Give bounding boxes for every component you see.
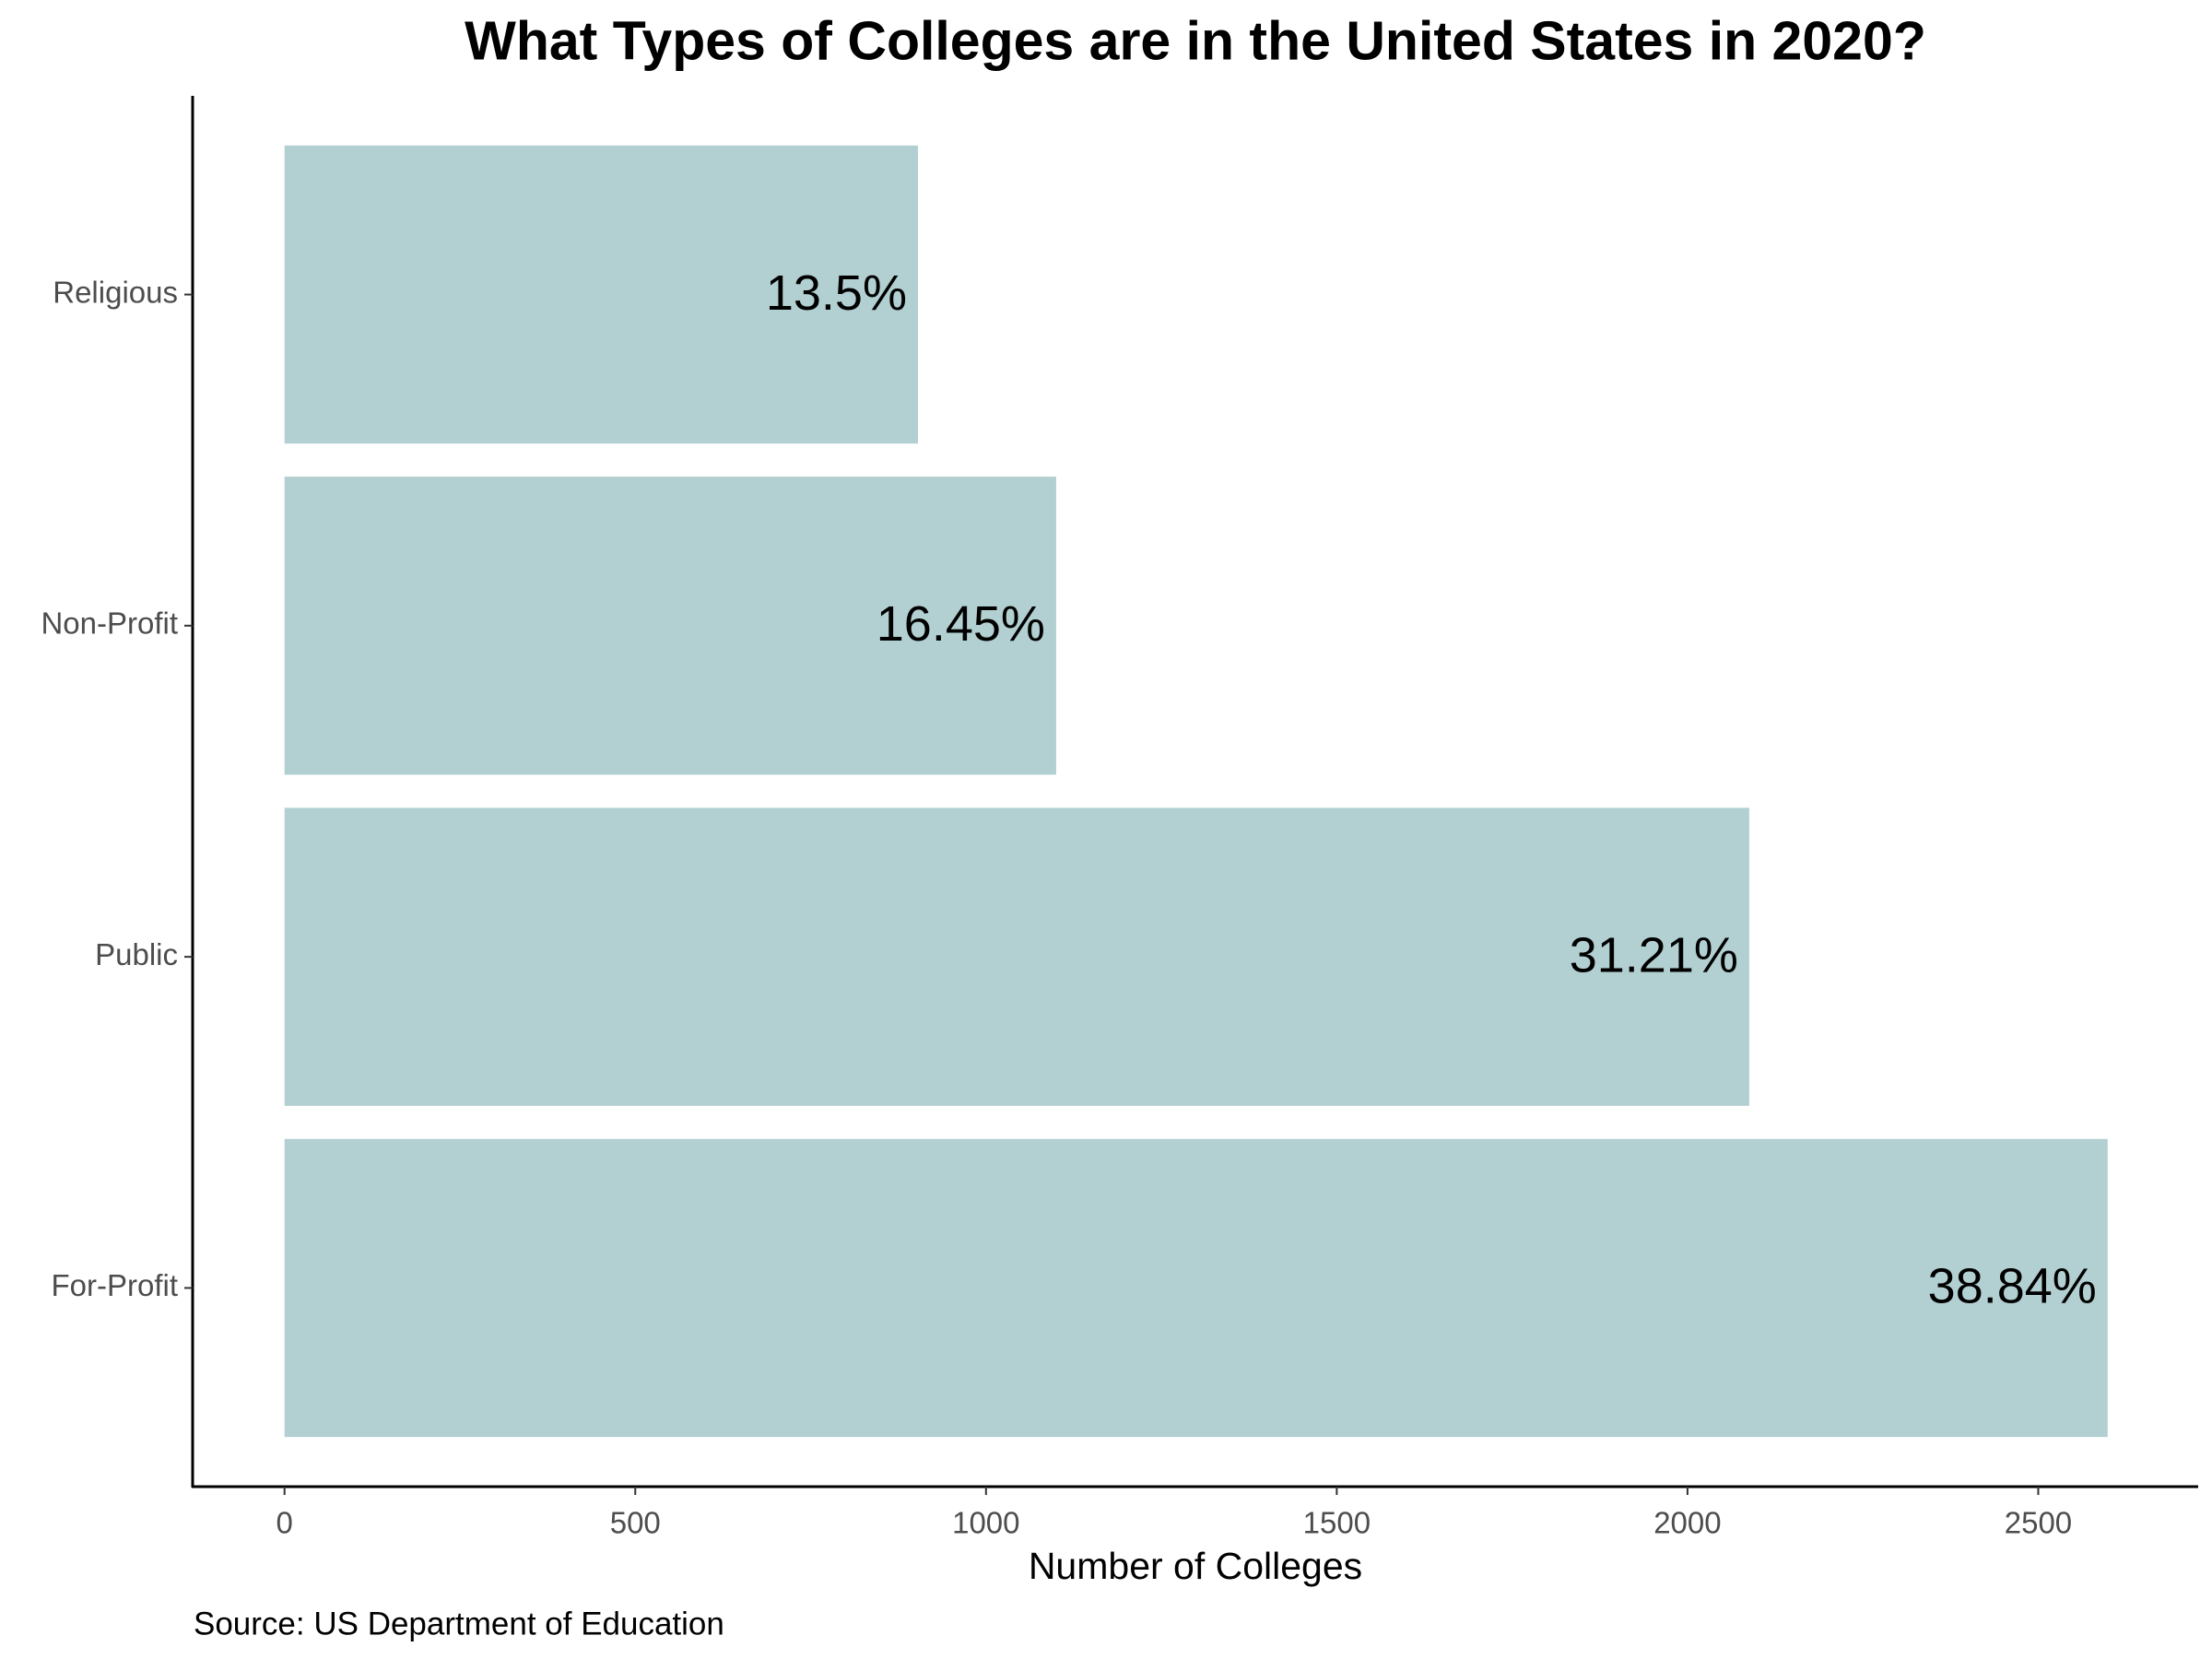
source-note: Source: US Department of Education [194, 1606, 724, 1641]
bar [284, 477, 1056, 775]
x-tick-label: 1500 [1303, 1506, 1371, 1540]
x-tick-label: 500 [610, 1506, 661, 1540]
x-axis-title: Number of Colleges [1029, 1545, 1362, 1587]
y-tick-label: Non-Profit [41, 606, 178, 641]
bar [284, 145, 918, 444]
bar [284, 807, 1749, 1106]
x-tick-label: 2500 [2005, 1506, 2072, 1540]
share-label: 38.84% [1928, 1259, 2097, 1314]
x-tick-label: 0 [276, 1506, 293, 1540]
y-tick-label: For-Profit [51, 1268, 178, 1302]
share-label: 13.5% [766, 265, 907, 321]
plot-area: 13.5% 16.45% 31.21% 38.84% [284, 145, 2108, 1438]
share-label: 16.45% [877, 596, 1045, 652]
x-tick-label: 2000 [1653, 1506, 1721, 1540]
chart-title: What Types of Colleges are in the United… [465, 11, 1926, 72]
y-tick-label: Public [95, 937, 178, 971]
y-tick-label: Religious [53, 275, 178, 309]
share-label: 31.21% [1570, 927, 1738, 982]
bar [284, 1138, 2108, 1438]
x-tick-label: 1000 [952, 1506, 1019, 1540]
